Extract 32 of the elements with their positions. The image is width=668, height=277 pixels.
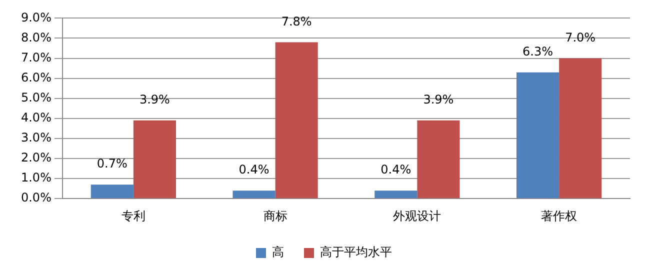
bar bbox=[275, 42, 318, 198]
data-label: 0.4% bbox=[380, 162, 412, 177]
bar bbox=[559, 58, 602, 198]
x-tick-label: 专利 bbox=[121, 208, 146, 223]
y-tick-label: 6.0% bbox=[20, 70, 52, 84]
bar bbox=[133, 120, 176, 198]
x-tick-label: 外观设计 bbox=[393, 208, 442, 223]
x-tick-label: 商标 bbox=[263, 208, 288, 223]
x-tick-label: 著作权 bbox=[541, 208, 578, 223]
bar bbox=[417, 120, 460, 198]
data-label: 3.9% bbox=[423, 92, 454, 107]
legend-label: 高于平均水平 bbox=[320, 245, 392, 260]
y-tick-label: 8.0% bbox=[20, 30, 52, 44]
y-tick-label: 4.0% bbox=[20, 110, 52, 125]
y-tick-label: 3.0% bbox=[20, 130, 52, 145]
y-tick-label: 2.0% bbox=[20, 150, 52, 165]
data-label: 7.0% bbox=[565, 30, 596, 44]
bar bbox=[516, 72, 560, 198]
data-label: 6.3% bbox=[522, 44, 554, 58]
bar bbox=[232, 190, 276, 198]
y-tick-label: 9.0% bbox=[20, 10, 52, 24]
y-tick-label: 5.0% bbox=[20, 90, 52, 105]
data-label: 0.7% bbox=[96, 156, 128, 171]
y-tick-label: 7.0% bbox=[20, 50, 52, 64]
y-tick-label: 0.0% bbox=[20, 190, 52, 205]
bar bbox=[374, 190, 418, 198]
data-label: 0.4% bbox=[238, 162, 270, 177]
data-label: 3.9% bbox=[139, 92, 170, 107]
bar bbox=[90, 184, 134, 198]
data-label: 7.8% bbox=[281, 14, 312, 28]
legend-label: 高 bbox=[272, 245, 284, 260]
y-tick-label: 1.0% bbox=[20, 170, 52, 185]
